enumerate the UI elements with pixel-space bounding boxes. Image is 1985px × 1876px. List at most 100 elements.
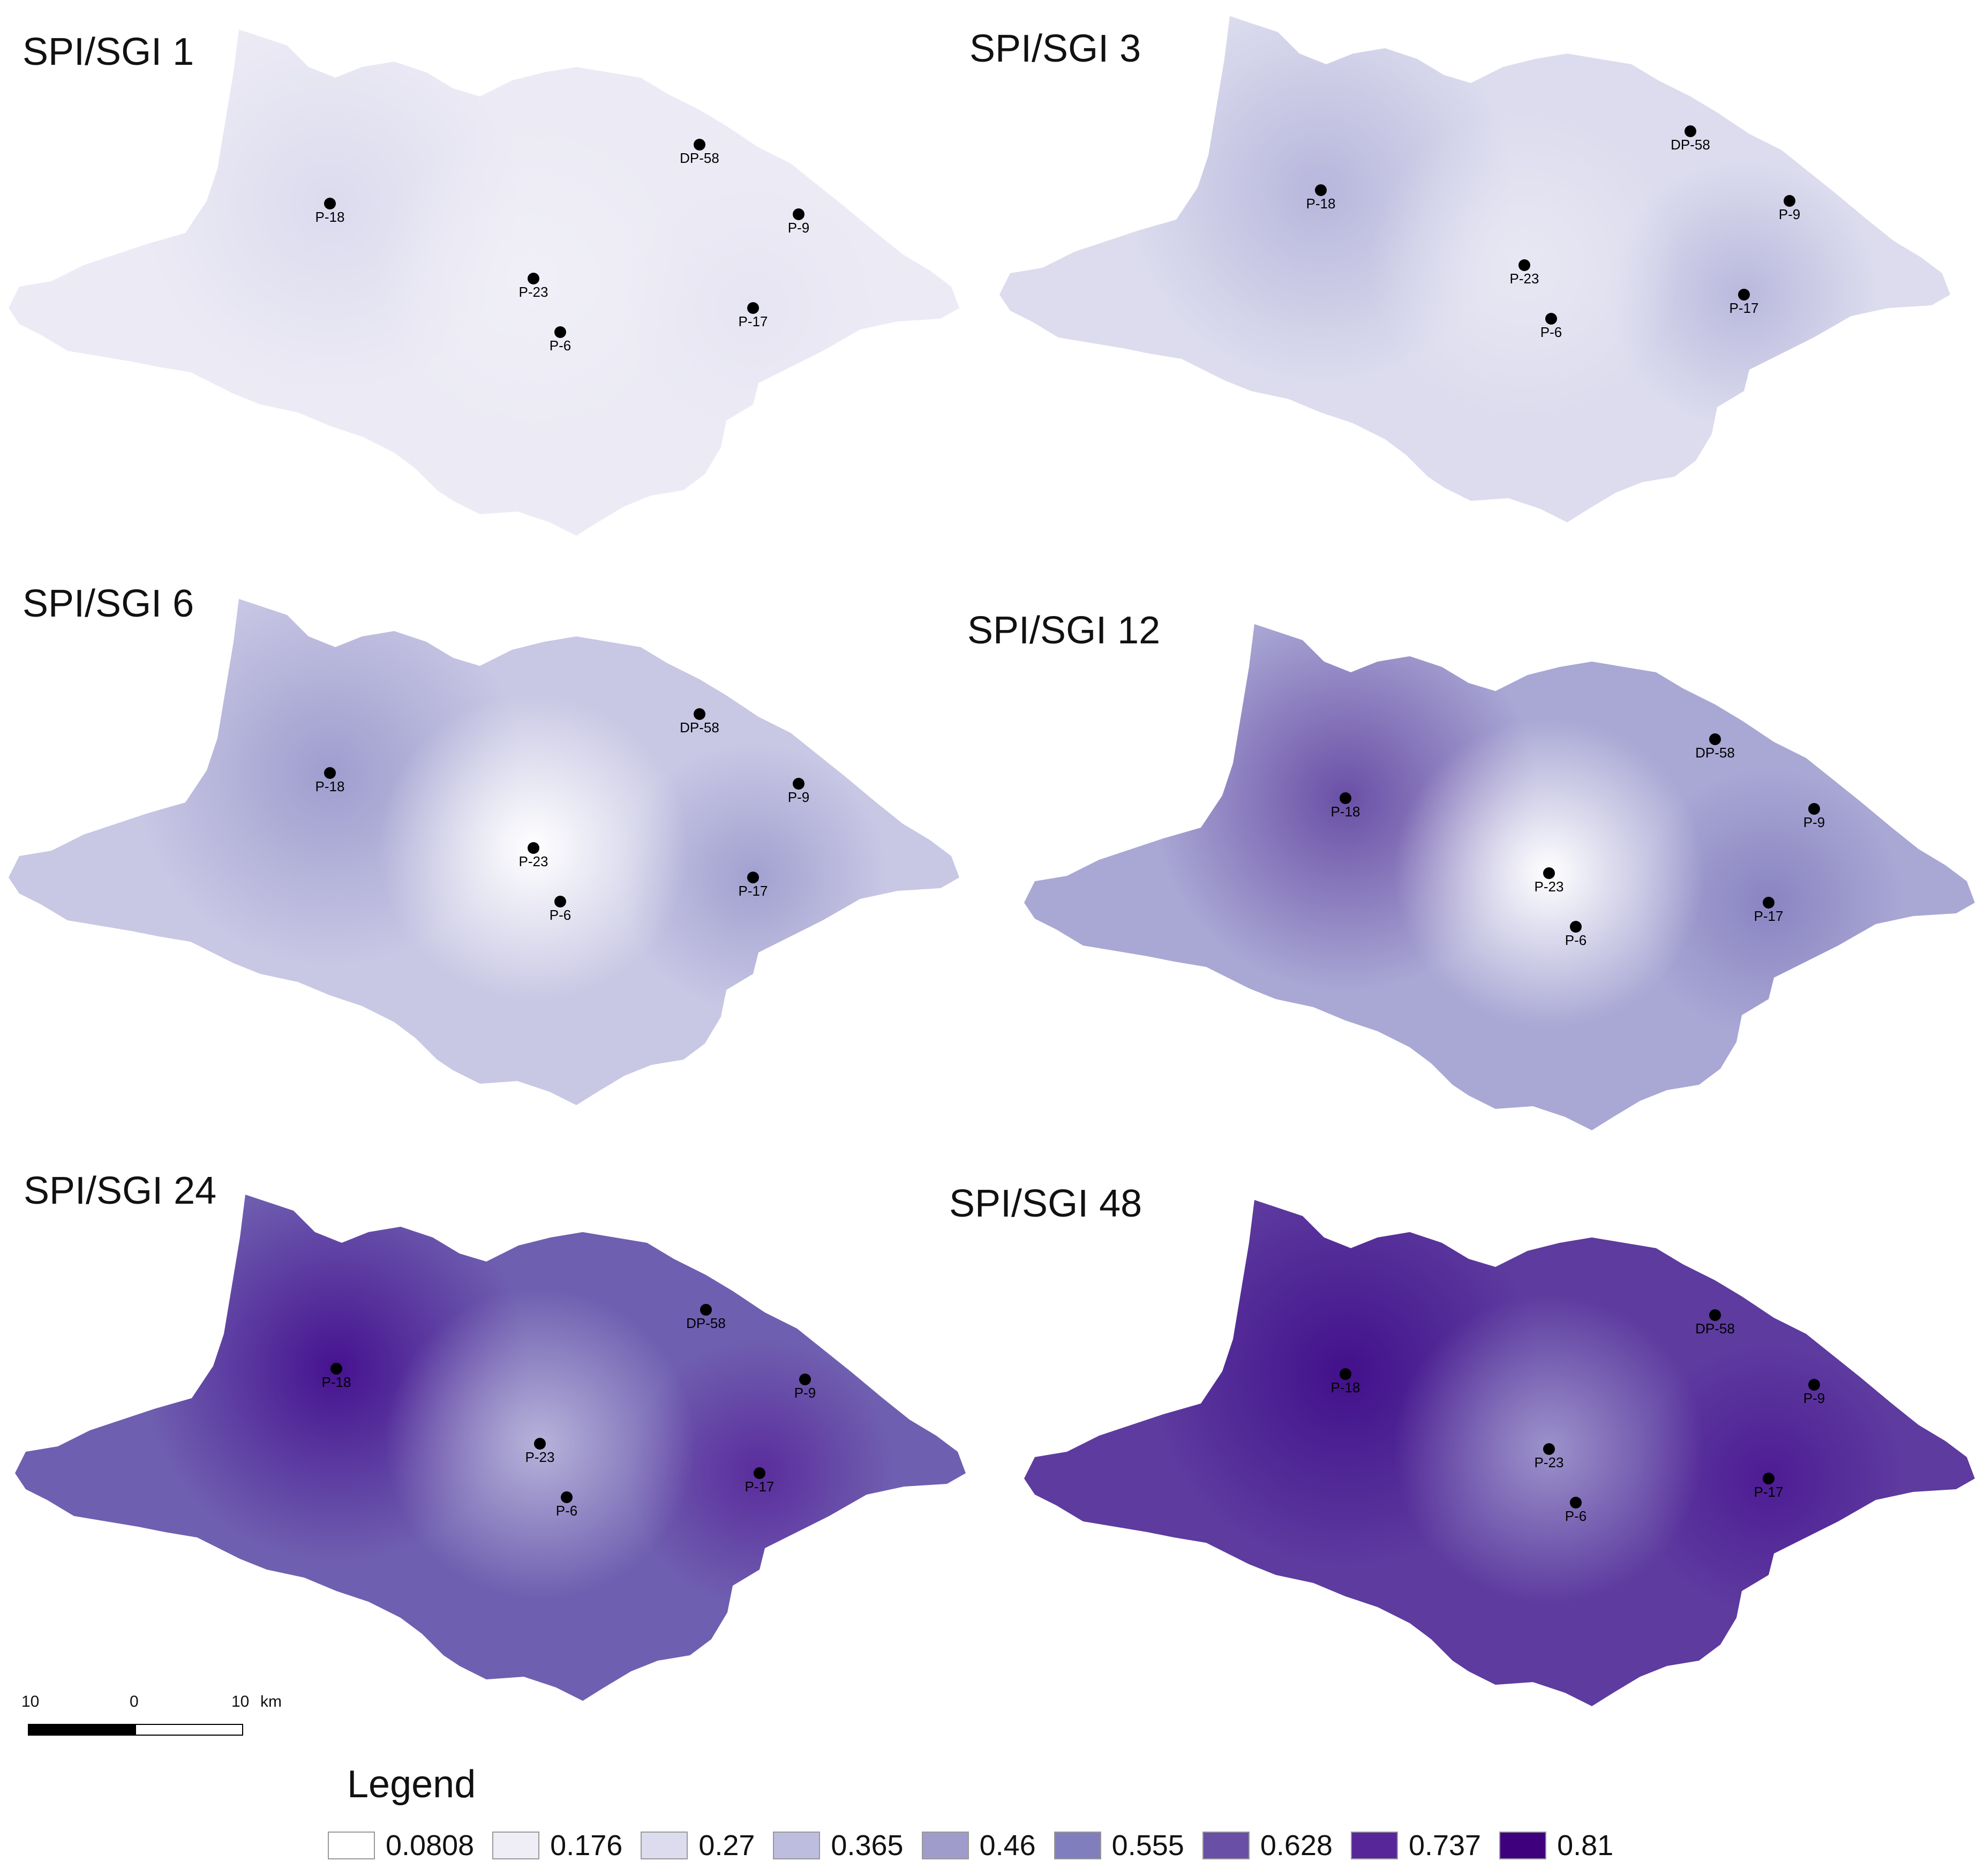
- station-marker-p-9: [1808, 803, 1820, 815]
- station-label-p-23: P-23: [1535, 879, 1564, 895]
- legend-item: 0.176: [492, 1829, 622, 1862]
- map-panel-spi-sgi-3: DP-58 P-18 P-9 P-23 P-17 P-6: [999, 16, 1950, 522]
- station-label-p-18: P-18: [315, 778, 345, 794]
- station-label-p-23: P-23: [1510, 271, 1539, 287]
- station-marker-p-9: [1808, 1379, 1820, 1391]
- map-panel-spi-sgi-1: DP-58 P-18 P-9 P-23 P-17 P-6: [9, 29, 959, 536]
- station-label-p-6: P-6: [550, 337, 571, 354]
- legend-item: 0.628: [1202, 1829, 1333, 1862]
- station-label-dp-58: DP-58: [1671, 137, 1710, 153]
- map-panel-spi-sgi-12: DP-58 P-18 P-9 P-23 P-17 P-6: [1024, 624, 1975, 1130]
- legend-swatch: [1350, 1832, 1398, 1859]
- legend-swatch: [1054, 1832, 1101, 1859]
- legend-item: 0.81: [1499, 1829, 1613, 1862]
- station-marker-p-23: [528, 273, 539, 284]
- station-marker-p-6: [1545, 313, 1557, 325]
- legend-item: 0.46: [921, 1829, 1036, 1862]
- legend-value: 0.0808: [386, 1829, 475, 1862]
- station-label-p-17: P-17: [739, 313, 768, 329]
- panel-title-spi-sgi-48: SPI/SGI 48: [949, 1182, 1142, 1225]
- scale-tick-left: 10: [21, 1693, 40, 1710]
- station-marker-p-18: [1315, 184, 1327, 196]
- scale-tick-right: 10: [231, 1693, 250, 1710]
- station-label-p-9: P-9: [788, 220, 809, 236]
- station-label-p-18: P-18: [315, 209, 345, 225]
- station-marker-dp-58: [1709, 733, 1721, 745]
- station-label-p-17: P-17: [1730, 300, 1759, 316]
- station-label-dp-58: DP-58: [686, 1315, 726, 1331]
- scale-bar: 10 0 10 km: [21, 1693, 282, 1757]
- station-label-p-23: P-23: [525, 1449, 555, 1465]
- scale-segment-white: [135, 1724, 243, 1736]
- legend-item: 0.737: [1350, 1829, 1482, 1862]
- legend-swatch: [921, 1832, 969, 1859]
- legend-value: 0.555: [1111, 1829, 1184, 1862]
- legend-value: 0.27: [698, 1829, 755, 1862]
- station-marker-p-23: [528, 842, 539, 854]
- station-label-p-9: P-9: [794, 1385, 816, 1401]
- station-marker-p-23: [534, 1438, 546, 1450]
- station-label-p-23: P-23: [519, 853, 548, 869]
- station-marker-p-9: [793, 778, 804, 790]
- panel-title-spi-sgi-12: SPI/SGI 12: [967, 609, 1161, 652]
- station-label-p-18: P-18: [322, 1374, 351, 1390]
- station-label-dp-58: DP-58: [680, 150, 719, 166]
- station-label-p-18: P-18: [1331, 804, 1360, 820]
- station-label-dp-58: DP-58: [680, 719, 719, 736]
- legend-value: 0.46: [979, 1829, 1036, 1862]
- station-marker-p-6: [554, 326, 566, 338]
- legend-swatch: [1499, 1832, 1547, 1859]
- station-marker-p-6: [554, 896, 566, 907]
- panel-title-spi-sgi-24: SPI/SGI 24: [24, 1169, 217, 1212]
- legend-value: 0.176: [550, 1829, 623, 1862]
- station-label-p-17: P-17: [745, 1479, 775, 1495]
- map-panel-spi-sgi-6: DP-58 P-18 P-9 P-23 P-17 P-6: [9, 599, 959, 1105]
- station-label-p-9: P-9: [788, 789, 809, 805]
- station-label-p-23: P-23: [1535, 1454, 1564, 1470]
- station-marker-p-23: [1518, 259, 1530, 271]
- legend-value: 0.81: [1557, 1829, 1614, 1862]
- station-marker-p-23: [1543, 867, 1555, 879]
- legend-item: 0.555: [1054, 1829, 1184, 1862]
- legend-swatch: [492, 1832, 540, 1859]
- legend-swatch: [641, 1832, 688, 1859]
- station-marker-p-6: [561, 1491, 573, 1503]
- station-label-p-6: P-6: [556, 1503, 577, 1519]
- station-label-p-18: P-18: [1331, 1379, 1360, 1395]
- station-marker-p-17: [1763, 897, 1775, 909]
- legend-value: 0.628: [1260, 1829, 1333, 1862]
- station-marker-p-18: [330, 1363, 342, 1375]
- station-marker-dp-58: [694, 139, 705, 151]
- scale-tick-mid: 0: [130, 1693, 139, 1710]
- panel-title-spi-sgi-1: SPI/SGI 1: [22, 31, 194, 73]
- station-marker-p-17: [1738, 289, 1750, 301]
- station-marker-dp-58: [1685, 125, 1696, 137]
- station-label-p-6: P-6: [1565, 1508, 1587, 1524]
- scale-unit: km: [260, 1693, 282, 1710]
- map-panel-spi-sgi-24: DP-58 P-18 P-9 P-23 P-17 P-6: [15, 1195, 966, 1701]
- station-marker-p-17: [747, 302, 759, 314]
- station-label-p-6: P-6: [1540, 324, 1562, 340]
- station-marker-p-18: [324, 198, 336, 209]
- station-marker-p-17: [754, 1467, 765, 1479]
- station-marker-p-6: [1570, 1497, 1582, 1509]
- station-marker-p-17: [747, 872, 759, 883]
- station-marker-p-9: [799, 1374, 811, 1385]
- station-marker-p-17: [1763, 1473, 1775, 1484]
- legend-value: 0.737: [1408, 1829, 1482, 1862]
- station-label-dp-58: DP-58: [1695, 1320, 1735, 1337]
- legend-item: 0.365: [773, 1829, 904, 1862]
- legend-item: 0.27: [641, 1829, 755, 1862]
- station-marker-dp-58: [1709, 1309, 1721, 1321]
- scale-segment-black: [28, 1724, 135, 1736]
- legend-swatch: [773, 1832, 821, 1859]
- station-label-p-9: P-9: [1803, 1390, 1825, 1406]
- map-panel-spi-sgi-48: DP-58 P-18 P-9 P-23 P-17 P-6: [1024, 1200, 1975, 1706]
- station-marker-p-9: [793, 208, 804, 220]
- station-marker-p-18: [1340, 792, 1351, 804]
- station-marker-p-18: [324, 767, 336, 779]
- legend: 0.0808 0.176 0.27 0.365 0.46 0.555 0.628 0.737 0…: [328, 1827, 1631, 1864]
- station-marker-dp-58: [700, 1304, 712, 1316]
- legend-item: 0.0808: [328, 1829, 474, 1862]
